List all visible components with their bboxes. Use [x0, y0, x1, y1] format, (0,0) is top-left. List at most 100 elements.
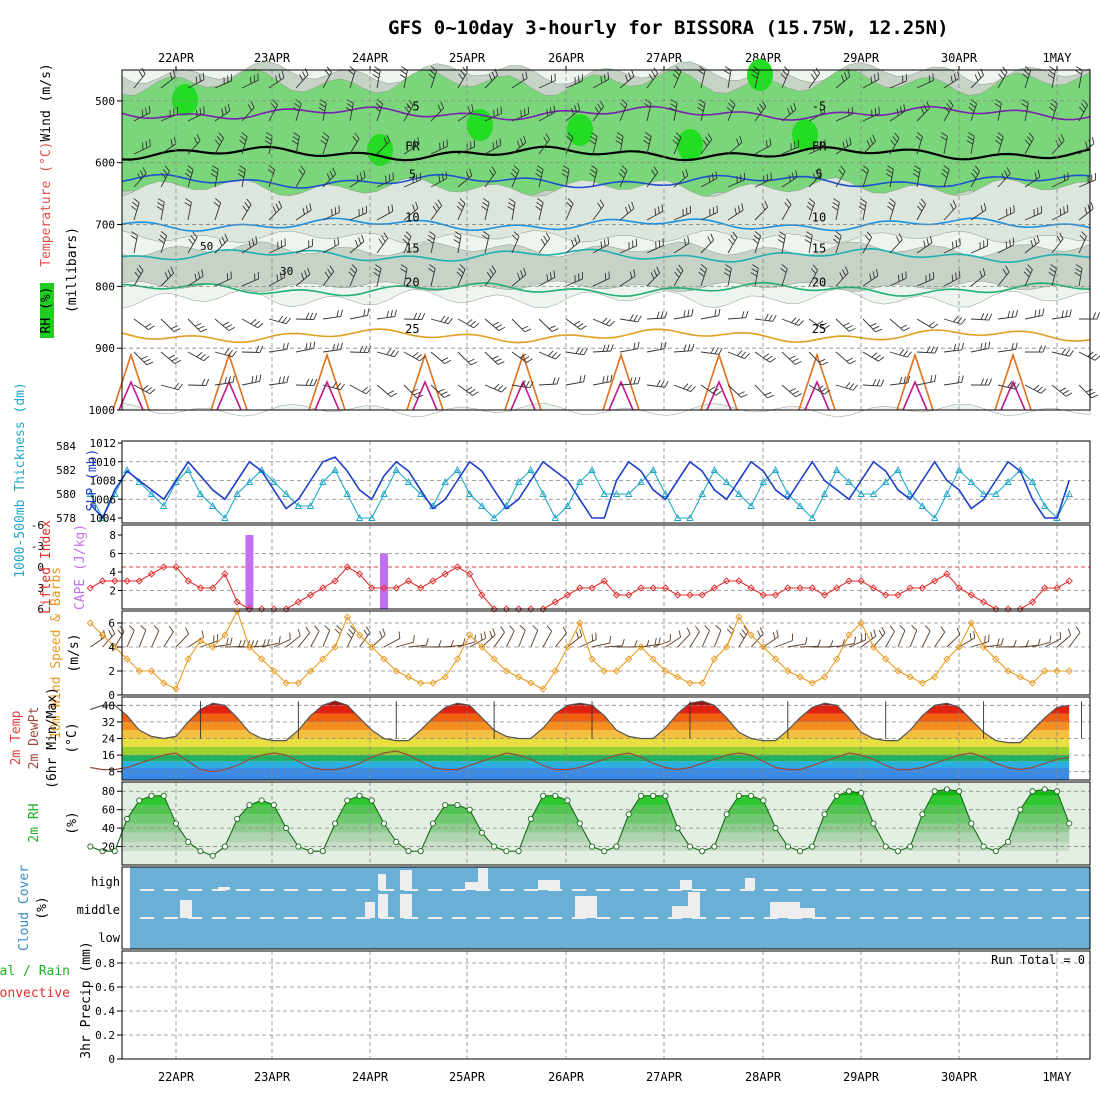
wind-barb [1047, 74, 1055, 79]
wind-barb [225, 324, 233, 329]
wind-barb [601, 317, 608, 324]
y-tick-label: 1000 [89, 404, 116, 417]
wind-barb [628, 72, 632, 80]
temperature-contour [121, 281, 1091, 298]
wind-barb [781, 351, 796, 365]
wind-barb [310, 630, 320, 648]
wind-barb [835, 231, 842, 237]
wind-barb [589, 172, 596, 178]
wind-barb [520, 270, 524, 278]
wind-barb [592, 78, 610, 89]
date-axis: 22APR22APR23APR23APR24APR24APR25APR25APR… [158, 51, 1072, 1084]
wind-barb [997, 211, 1015, 221]
wind-barb [736, 350, 743, 356]
wind-barb [653, 67, 659, 74]
wind-barb [538, 80, 556, 89]
wind-barb [673, 212, 691, 221]
wind-barb [1034, 172, 1038, 180]
wind-barb [934, 631, 946, 648]
temperature-contour [121, 247, 1091, 264]
wind-barb [309, 342, 312, 350]
wind-barb [698, 103, 705, 108]
wind-barb [244, 202, 250, 209]
wind-barb [835, 351, 850, 365]
wind-barb [715, 171, 718, 179]
wind-barb [995, 139, 1002, 145]
wind-barb [268, 318, 287, 325]
wind-barb [741, 203, 744, 211]
wind-barb [282, 376, 285, 384]
wind-barb [261, 642, 280, 648]
wind-barb [172, 70, 176, 78]
wind-barb [242, 639, 246, 647]
wind-barb [214, 80, 232, 89]
wind-barb [508, 202, 515, 207]
wind-barb [466, 319, 473, 325]
wind-barb [970, 274, 986, 287]
wind-barb [953, 73, 957, 81]
thickness-marker [551, 514, 560, 521]
wind-barb [943, 318, 962, 325]
wind-barb [1034, 310, 1037, 318]
lifted-index-label: Lifted Index [39, 520, 54, 614]
wind-barb [345, 107, 353, 112]
surface-contour [112, 352, 150, 411]
thickness-marker [698, 490, 706, 497]
wind-barb [670, 103, 677, 108]
date-tick-label-bottom: 1MAY [1043, 1070, 1073, 1084]
wind-barb [1009, 239, 1011, 247]
wind-barb [699, 267, 706, 274]
wind-barb [213, 201, 220, 208]
wind-barb [511, 274, 527, 287]
wind-barb [1033, 384, 1040, 390]
wind-barb [818, 167, 822, 175]
wind-barb [543, 136, 548, 143]
wind-barb [400, 264, 408, 269]
wind-speed-marker [1065, 667, 1073, 675]
wind-barb [336, 625, 343, 631]
wind-barb [980, 313, 985, 320]
wind-barb [359, 345, 364, 353]
wind-barb [577, 234, 581, 242]
wind-barb [270, 103, 276, 109]
wind-barb [297, 629, 301, 636]
wind-barb [304, 270, 308, 278]
wind-speed-marker [196, 637, 205, 645]
wind-barb [903, 350, 909, 357]
temp-color-band [122, 713, 1070, 722]
wind-barb [133, 351, 147, 366]
wind-speed-marker [918, 679, 927, 687]
wind-barb [1078, 236, 1087, 254]
wind-barb [472, 391, 479, 396]
wind-barb [348, 271, 355, 278]
wind-barb [754, 268, 759, 287]
surface-contour [798, 352, 836, 411]
wind-barb [1038, 309, 1041, 317]
wind-barb [997, 132, 1004, 138]
wind-barb [670, 99, 678, 104]
wind-barb [621, 99, 628, 105]
wind-barb [899, 349, 905, 356]
wind-barb [812, 173, 817, 181]
wind-speed-marker [710, 655, 719, 663]
wind-barb [295, 245, 313, 254]
wind-barb [403, 143, 420, 155]
rh2m-marker [919, 811, 926, 818]
wind-barb [1051, 140, 1065, 155]
wind-barb [997, 638, 1000, 646]
wind-barb [224, 233, 229, 241]
date-tick-label-bottom: 24APR [352, 1070, 389, 1084]
slp-tick-label: 1006 [90, 493, 117, 506]
wind-barb [304, 68, 309, 75]
wind-barb [403, 351, 420, 362]
wind-barb [644, 136, 651, 141]
wind-speed-marker [306, 667, 315, 675]
thickness-marker [1041, 502, 1049, 509]
wind-barb [348, 628, 354, 635]
wind-barb [170, 266, 175, 274]
wind-barb [192, 231, 198, 238]
wind-barb [456, 205, 463, 212]
minmax-label: (6hr Min/Max) [45, 687, 60, 789]
wind-barb [961, 342, 965, 350]
wind-barb [199, 74, 201, 82]
